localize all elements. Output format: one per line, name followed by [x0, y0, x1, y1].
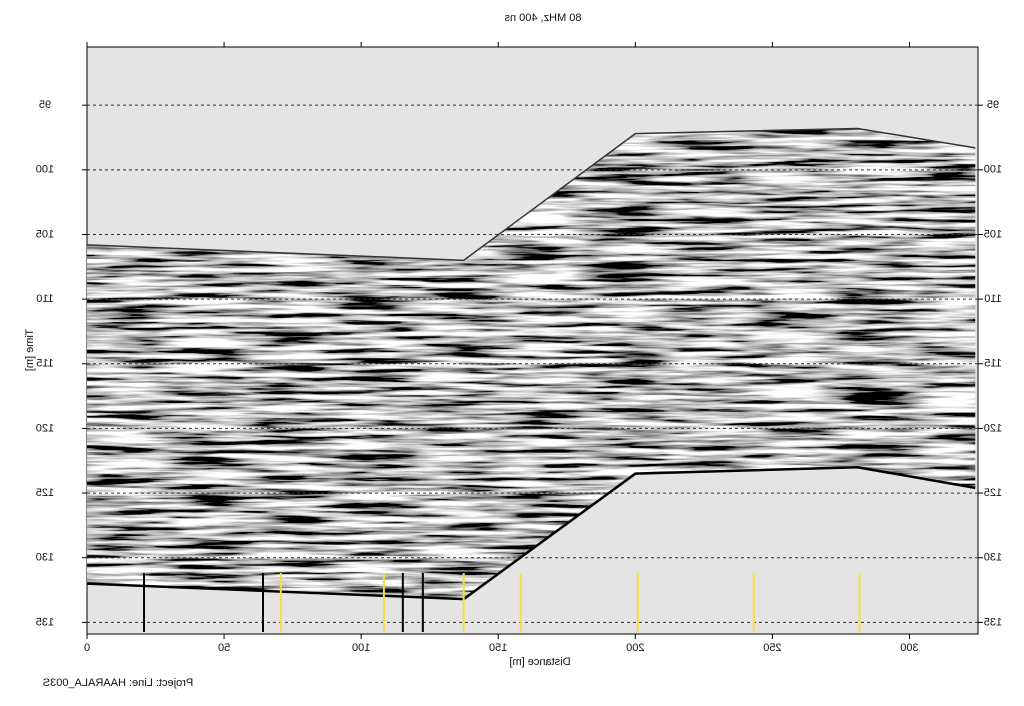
y-tick-label: 105 — [36, 228, 54, 240]
y-tick-label: 120 — [36, 422, 54, 434]
y-tick-label: 135 — [36, 616, 54, 628]
x-tick-label: 50 — [218, 642, 230, 654]
y-tick-label: 130 — [36, 552, 54, 564]
y-tick-label: 125 — [984, 487, 1002, 499]
x-tick-label: 0 — [84, 642, 90, 654]
base-line — [86, 465, 976, 601]
y-tick-label: 135 — [984, 616, 1002, 628]
y-tick-label: 115 — [984, 358, 1002, 370]
y-tick-label: 120 — [984, 422, 1002, 434]
x-axis-label: Distance [m] — [509, 656, 570, 668]
y-tick-label: 125 — [36, 487, 54, 499]
x-tick-label: 100 — [352, 642, 370, 654]
y-axis-label: Time [m] — [24, 329, 36, 371]
y-tick-label: 95 — [987, 99, 999, 111]
y-tick-label: 115 — [36, 358, 54, 370]
x-tick-label: 250 — [763, 642, 781, 654]
x-tick-label: 300 — [900, 642, 918, 654]
chart-title: 80 MHz, 400 ns — [504, 12, 582, 24]
y-tick-label: 100 — [36, 164, 54, 176]
x-tick-label: 200 — [626, 642, 644, 654]
surface-line — [86, 127, 976, 262]
y-tick-label: 95 — [39, 99, 51, 111]
y-tick-label: 130 — [984, 552, 1002, 564]
y-tick-label: 110 — [36, 293, 54, 305]
x-tick-label: 150 — [489, 642, 507, 654]
y-tick-label: 105 — [984, 228, 1002, 240]
y-tick-label: 100 — [984, 164, 1002, 176]
footer: Project: Line: HAARALA_003S — [43, 677, 193, 689]
y-tick-label: 110 — [984, 293, 1002, 305]
